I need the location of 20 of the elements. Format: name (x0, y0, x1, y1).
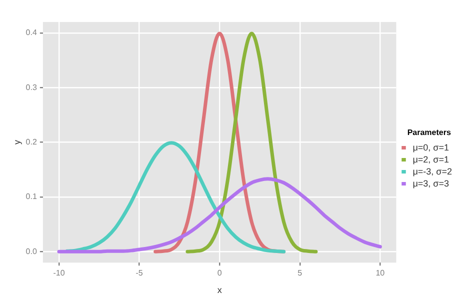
x-tick-label: -5 (136, 268, 144, 278)
legend-label: μ=0, σ=1 (412, 142, 450, 152)
x-axis-title: x (217, 285, 222, 296)
y-tick-label: 0.3 (26, 82, 38, 92)
line-series (57, 177, 382, 254)
x-tick-label: 5 (298, 268, 303, 278)
line-series (65, 141, 286, 254)
y-tick-label: 0.2 (26, 138, 38, 147)
legend-label: μ=2, σ=1 (412, 154, 450, 164)
legend-title: Parameters (407, 128, 452, 137)
legend-label: μ=3, σ=3 (412, 178, 450, 188)
x-tick-label: 10 (376, 268, 386, 278)
x-tick-label: -10 (53, 268, 66, 278)
y-tick-label: 0.4 (26, 28, 38, 38)
y-axis-title: y (12, 140, 22, 145)
legend-label: μ=-3, σ=2 (412, 166, 452, 176)
line-series (186, 32, 318, 254)
x-tick-label: 0 (217, 268, 222, 278)
y-tick-label: 0.0 (26, 246, 38, 256)
y-tick-label: 0.1 (26, 192, 38, 202)
